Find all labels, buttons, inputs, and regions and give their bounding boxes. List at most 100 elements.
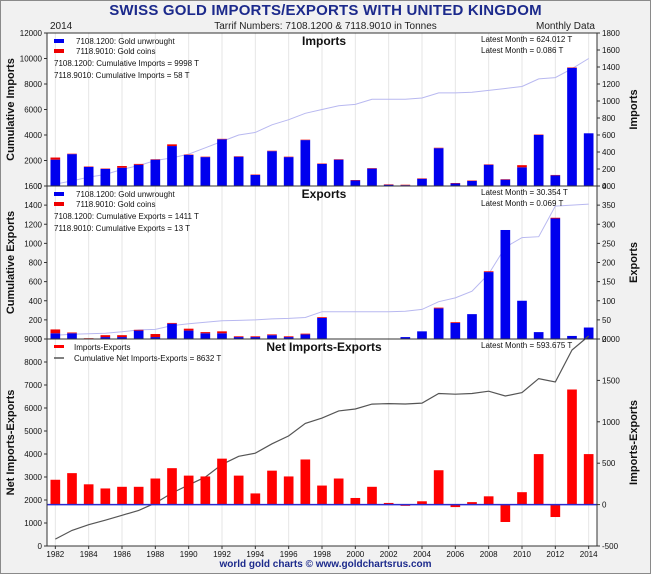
exports-latest-unwrought: Latest Month = 30.354 T — [481, 188, 568, 197]
net-bar — [583, 454, 594, 505]
net-bar — [550, 504, 561, 518]
exports-bar-coins — [483, 271, 494, 273]
exports-bar-coins — [117, 335, 127, 338]
net-right-axis-label: Imports-Exports — [628, 400, 640, 485]
x-tick-label: 2000 — [346, 550, 364, 559]
imports-right-tick-label: 1800 — [602, 29, 620, 38]
exports-bar-unwrought — [117, 337, 127, 339]
x-tick-label: 1998 — [313, 550, 331, 559]
net-bar — [367, 486, 377, 505]
exports-right-tick-label: 50 — [602, 316, 611, 325]
exports-bar-unwrought — [500, 229, 511, 339]
imports-legend-swatch-unwrought — [54, 39, 64, 43]
imports-right-tick-label: 800 — [602, 114, 616, 123]
exports-left-tick-label: 200 — [29, 316, 43, 325]
imports-bar-coins — [50, 157, 61, 160]
exports-right-tick-label: 350 — [602, 201, 616, 210]
exports-bar-unwrought — [483, 272, 494, 339]
x-tick-label: 1992 — [213, 550, 231, 559]
exports-right-tick-label: 200 — [602, 259, 616, 268]
x-tick-label: 2010 — [513, 550, 531, 559]
exports-right-tick-label: 150 — [602, 278, 616, 287]
exports-bar-coins — [50, 329, 61, 334]
imports-latest-coins: Latest Month = 0.086 T — [481, 46, 563, 55]
imports-bar-unwrought — [367, 168, 377, 186]
exports-legend-unwrought: 7108.1200: Gold unwrought — [76, 190, 176, 199]
exports-bar-unwrought — [517, 300, 527, 339]
exports-bar-unwrought — [567, 335, 577, 339]
exports-bar-unwrought — [50, 333, 61, 339]
exports-bar-unwrought — [300, 334, 311, 339]
exports-bar-unwrought — [150, 337, 161, 339]
x-tick-label: 1994 — [246, 550, 264, 559]
imports-bar-unwrought — [300, 140, 311, 186]
imports-right-tick-label: 1600 — [602, 46, 620, 55]
exports-bar-coins — [133, 329, 144, 331]
imports-latest-unwrought: Latest Month = 624.012 T — [481, 35, 572, 44]
exports-left-axis-label: Cumulative Exports — [5, 211, 17, 314]
exports-bar-unwrought — [317, 317, 327, 339]
net-bar — [67, 473, 77, 505]
exports-left-tick-label: 400 — [29, 297, 43, 306]
x-tick-label: 1988 — [146, 550, 164, 559]
net-bar — [100, 488, 111, 505]
imports-bar-unwrought — [550, 175, 561, 186]
exports-bar-unwrought — [233, 337, 244, 339]
imports-bar-unwrought — [100, 169, 111, 186]
imports-bar-unwrought — [567, 67, 577, 186]
imports-bar-unwrought — [500, 179, 511, 186]
imports-bar-coins — [167, 144, 177, 147]
exports-bar-coins — [150, 334, 161, 338]
imports-panel-title: Imports — [302, 34, 346, 48]
exports-bar-unwrought — [217, 333, 227, 339]
x-tick-label: 2012 — [546, 550, 564, 559]
exports-bar-coins — [100, 335, 111, 338]
imports-bar-unwrought — [233, 156, 244, 186]
exports-bar-coins — [200, 332, 211, 334]
exports-bar-coins — [233, 336, 244, 338]
imports-left-tick-label: 12000 — [20, 29, 43, 38]
x-tick-label: 1986 — [113, 550, 131, 559]
exports-cumulative-line — [55, 203, 589, 336]
imports-right-axis-label: Imports — [628, 89, 640, 129]
exports-bar-coins — [433, 307, 444, 309]
net-left-tick-label: 2000 — [24, 496, 42, 505]
imports-right-tick-label: 1400 — [602, 63, 620, 72]
exports-bar-unwrought — [550, 218, 561, 339]
x-tick-label: 2002 — [380, 550, 398, 559]
imports-right-tick-label: 1200 — [602, 80, 620, 89]
exports-left-tick-label: 0 — [38, 335, 43, 344]
imports-bar-unwrought — [533, 135, 544, 186]
exports-bar-coins — [317, 317, 327, 318]
exports-left-tick-label: 800 — [29, 259, 43, 268]
exports-bar-unwrought — [400, 337, 411, 339]
x-tick-label: 1996 — [280, 550, 298, 559]
exports-bar-unwrought — [100, 337, 111, 339]
exports-bar-coins — [283, 336, 294, 338]
imports-bar-coins — [517, 165, 527, 168]
imports-bar-unwrought — [283, 157, 294, 186]
x-tick-label: 2004 — [413, 550, 431, 559]
net-bar — [450, 504, 461, 508]
chart-title: SWISS GOLD IMPORTS/EXPORTS WITH UNITED K… — [109, 2, 542, 19]
imports-right-tick-label: 400 — [602, 148, 616, 157]
imports-bar-unwrought — [417, 178, 427, 186]
exports-left-tick-label: 1000 — [24, 239, 42, 248]
exports-panel-title: Exports — [302, 187, 347, 201]
imports-legend-swatch-coins — [54, 49, 64, 53]
imports-bar-unwrought — [517, 167, 527, 186]
exports-right-tick-label: 100 — [602, 297, 616, 306]
exports-latest-coins: Latest Month = 0.069 T — [481, 199, 563, 208]
imports-bar-unwrought — [67, 154, 77, 186]
net-bar — [50, 479, 61, 505]
net-bar — [217, 458, 227, 505]
exports-bar-unwrought — [433, 308, 444, 339]
imports-bar-unwrought — [183, 154, 194, 186]
exports-cumulative-note-coins: 7118.9010: Cumulative Exports = 13 T — [54, 224, 190, 233]
imports-right-tick-label: 0 — [602, 182, 607, 191]
imports-right-tick-label: 600 — [602, 131, 616, 140]
imports-legend-unwrought: 7108.1200: Gold unwrought — [76, 37, 176, 46]
exports-bar-unwrought — [167, 323, 177, 339]
imports-bar-unwrought — [217, 139, 227, 186]
